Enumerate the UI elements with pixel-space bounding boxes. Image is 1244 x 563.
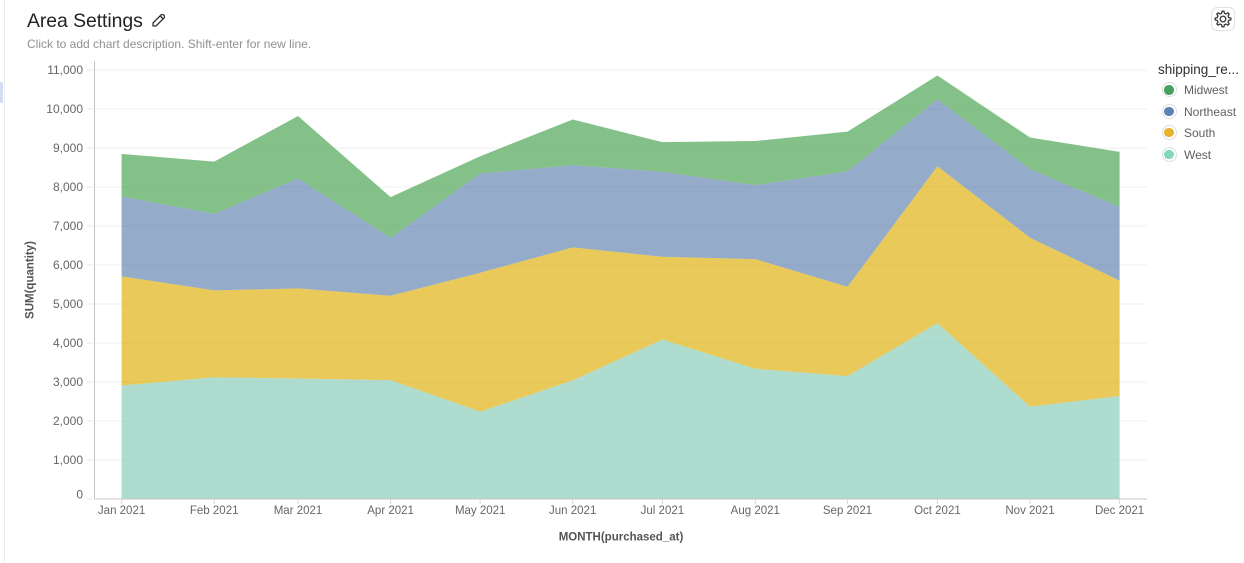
svg-text:Jan 2021: Jan 2021 <box>98 505 145 517</box>
svg-text:2,000: 2,000 <box>53 414 83 428</box>
svg-text:11,000: 11,000 <box>47 63 83 77</box>
svg-text:5,000: 5,000 <box>53 297 83 311</box>
svg-text:10,000: 10,000 <box>46 102 83 116</box>
svg-text:9,000: 9,000 <box>53 141 83 155</box>
svg-text:Feb 2021: Feb 2021 <box>190 505 239 517</box>
svg-text:May 2021: May 2021 <box>455 505 506 517</box>
svg-text:Sep 2021: Sep 2021 <box>823 505 872 517</box>
svg-text:Oct 2021: Oct 2021 <box>914 505 961 517</box>
svg-text:3,000: 3,000 <box>53 375 83 389</box>
svg-text:Mar 2021: Mar 2021 <box>274 505 323 517</box>
svg-text:Jul 2021: Jul 2021 <box>641 505 684 517</box>
svg-text:6,000: 6,000 <box>53 258 83 272</box>
svg-text:Aug 2021: Aug 2021 <box>731 505 780 517</box>
svg-text:4,000: 4,000 <box>53 336 83 350</box>
svg-text:Dec 2021: Dec 2021 <box>1095 505 1144 517</box>
svg-text:1,000: 1,000 <box>53 453 83 467</box>
svg-text:SUM(quantity): SUM(quantity) <box>25 241 37 319</box>
svg-text:8,000: 8,000 <box>53 180 83 194</box>
svg-text:Apr 2021: Apr 2021 <box>367 505 414 517</box>
svg-text:7,000: 7,000 <box>53 219 83 233</box>
svg-text:Jun 2021: Jun 2021 <box>549 505 596 517</box>
svg-text:Nov 2021: Nov 2021 <box>1005 505 1054 517</box>
svg-text:MONTH(purchased_at): MONTH(purchased_at) <box>559 532 684 544</box>
svg-text:0: 0 <box>76 487 83 501</box>
